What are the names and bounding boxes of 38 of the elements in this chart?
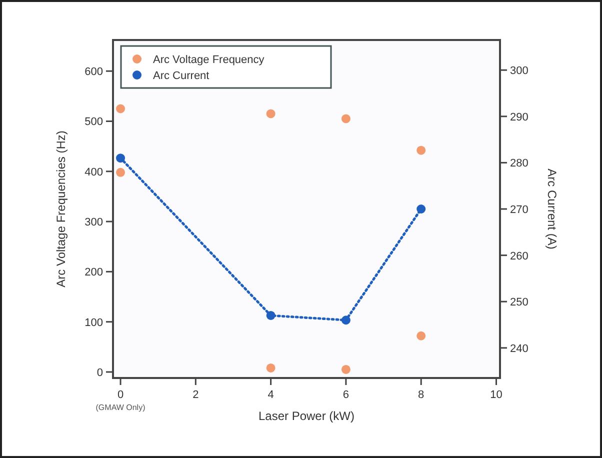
text: (GMAW Only) xyxy=(96,403,146,412)
y-tick-label: 100 xyxy=(84,316,103,329)
y-tick-label: 300 xyxy=(84,216,103,229)
point xyxy=(416,146,426,155)
y2-tick-label: 280 xyxy=(510,158,528,170)
y2-axis-title: Arc Current (A) xyxy=(545,168,559,250)
point xyxy=(341,364,350,374)
point xyxy=(266,109,276,118)
legend-label: Arc Current xyxy=(153,70,210,82)
y-tick-label: 500 xyxy=(84,116,103,128)
point xyxy=(116,154,126,163)
point xyxy=(116,104,126,114)
y-tick-label: 600 xyxy=(84,66,103,78)
point xyxy=(416,331,426,340)
x-axis-title: Laser Power (kW) xyxy=(258,409,355,423)
y-tick-label: 200 xyxy=(84,266,103,279)
point xyxy=(116,168,126,177)
point xyxy=(341,114,350,124)
x-tick-label: 2 xyxy=(192,389,199,401)
y2-tick-label: 240 xyxy=(510,342,528,355)
y-tick-label: 0 xyxy=(96,366,103,379)
y2-tick-label: 260 xyxy=(510,250,528,262)
x-tick-label: 8 xyxy=(418,389,424,401)
x-tick-label: 0 xyxy=(117,389,124,401)
x-tick-label: 6 xyxy=(342,389,350,401)
point xyxy=(266,310,276,320)
x-tick-label: 10 xyxy=(490,389,502,401)
x-tick-label: 4 xyxy=(268,389,274,401)
point xyxy=(341,316,350,325)
y2-tick-label: 270 xyxy=(510,204,528,216)
y2-tick-label: 290 xyxy=(510,111,528,124)
y2-tick-label: 250 xyxy=(510,296,528,309)
point xyxy=(266,363,276,372)
legend-label: Arc Voltage Frequency xyxy=(153,54,265,66)
y2-tick-label: 300 xyxy=(510,65,528,78)
y-tick-label: 400 xyxy=(84,166,103,178)
point xyxy=(416,204,426,214)
y-axis-title: Arc Voltage Frequencies (Hz) xyxy=(54,130,68,288)
